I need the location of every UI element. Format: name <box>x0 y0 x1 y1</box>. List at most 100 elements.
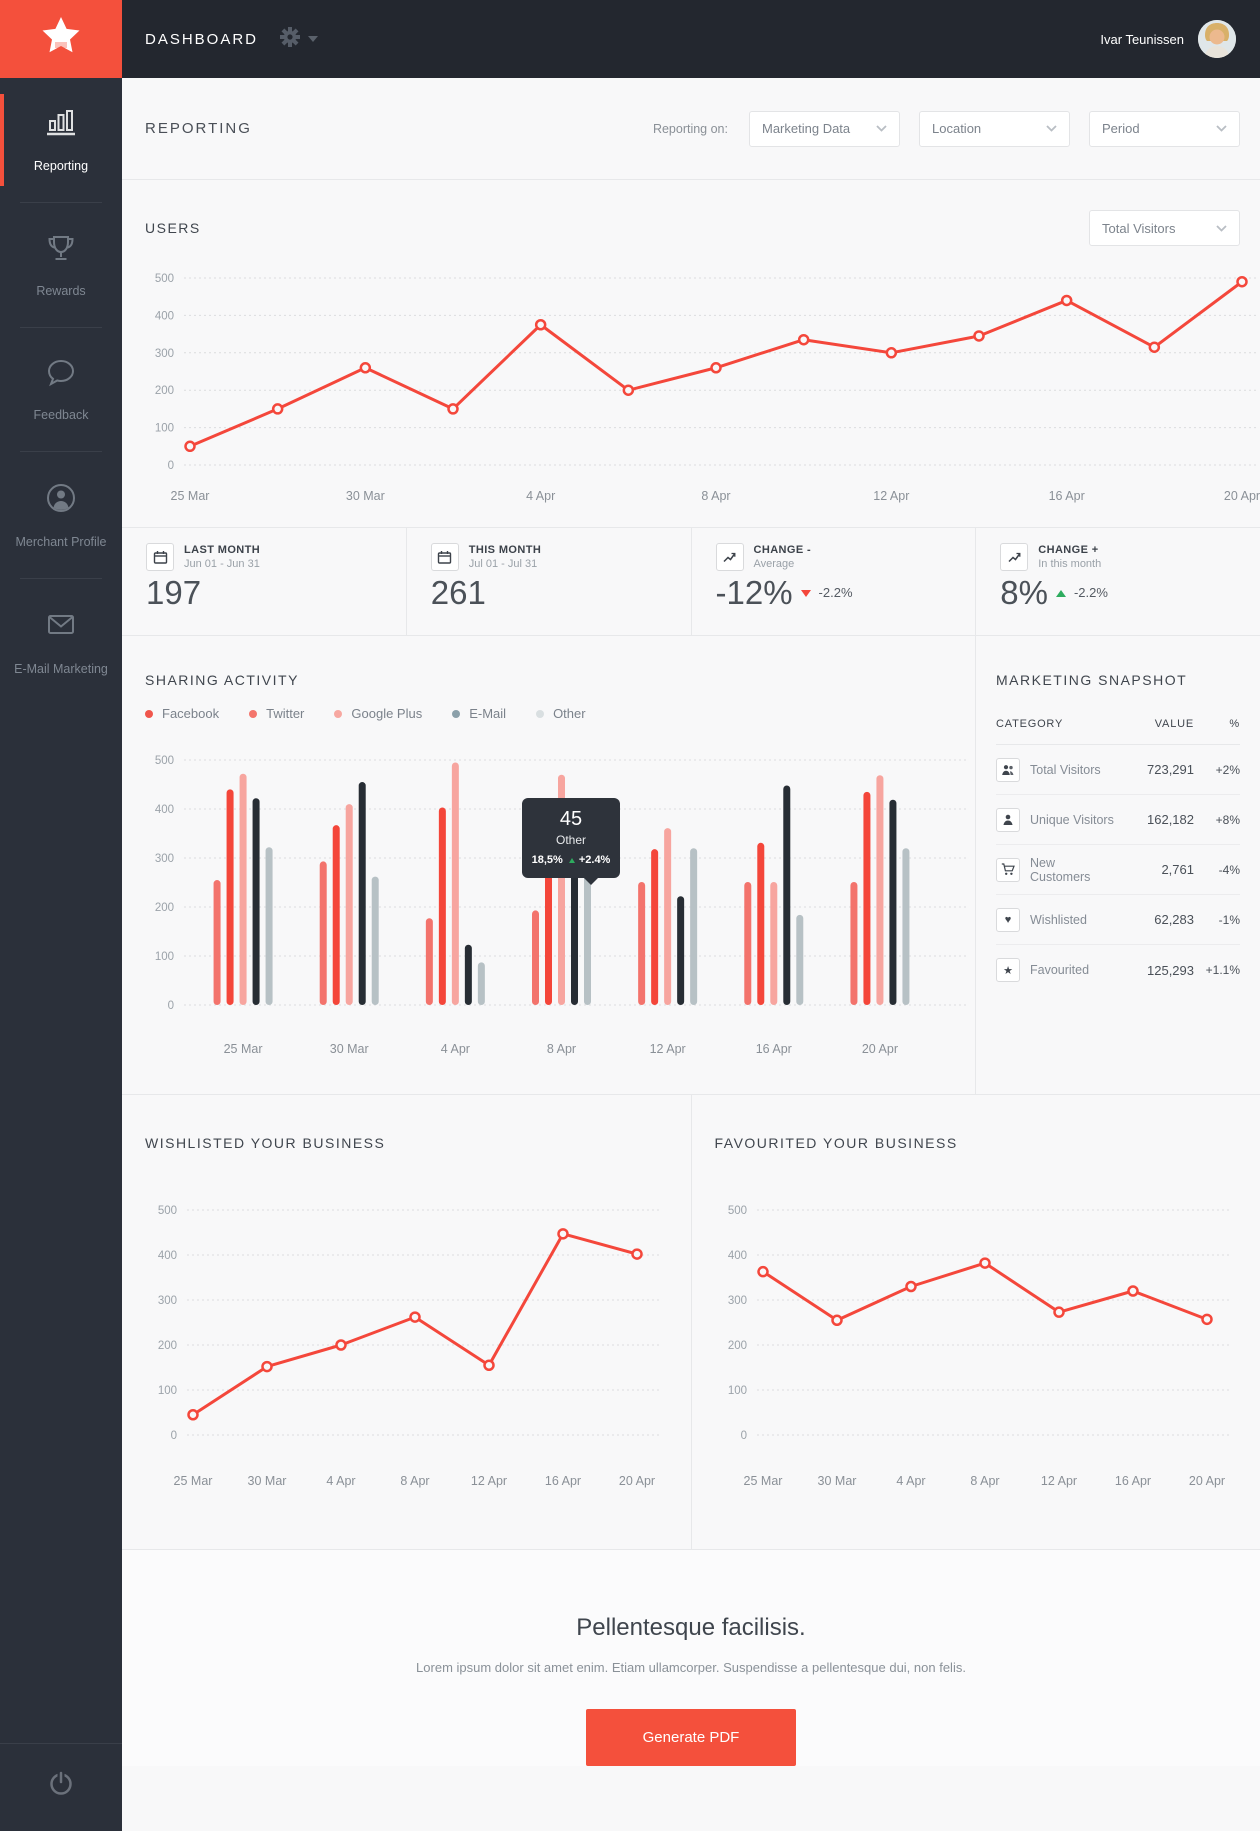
legend-dot <box>145 709 153 718</box>
person-circle-icon <box>42 479 80 522</box>
settings-menu[interactable] <box>280 26 319 52</box>
reporting-on-label: Reporting on: <box>652 121 728 136</box>
row-value: 2,761 <box>1161 862 1194 877</box>
favourited-title: FAVOURITED YOUR BUSINESS <box>714 1135 958 1151</box>
svg-text:12 Apr: 12 Apr <box>650 1042 686 1056</box>
app-logo[interactable] <box>0 0 122 78</box>
svg-text:400: 400 <box>155 310 174 322</box>
svg-text:300: 300 <box>158 1295 177 1307</box>
snapshot-row-total-visitors[interactable]: Total Visitors 723,291 +2% <box>996 745 1240 795</box>
location-select[interactable]: Location <box>919 110 1070 147</box>
page-title: REPORTING <box>145 120 252 137</box>
chevron-down-icon <box>1216 125 1227 132</box>
logout-button[interactable] <box>0 1743 122 1831</box>
sharing-title: SHARING ACTIVITY <box>145 672 299 688</box>
divider <box>20 578 102 579</box>
stat-title: CHANGE + <box>1038 544 1099 556</box>
svg-text:200: 200 <box>727 1340 746 1352</box>
svg-text:300: 300 <box>727 1295 746 1307</box>
legend-facebook[interactable]: Facebook <box>145 706 219 721</box>
bar-chart-icon <box>43 105 79 146</box>
snapshot-row-favourited[interactable]: ★ Favourited 125,293 +1.1% <box>996 945 1240 995</box>
snapshot-row-wishlisted[interactable]: ♥ Wishlisted 62,283 -1% <box>996 895 1240 945</box>
caret-down-icon <box>308 36 319 42</box>
users-line-chart: 0 100 200 300 400 500 25 Mar 30 Mar 4 Apr 8 Apr 12… <box>155 273 1260 503</box>
users-title: USERS <box>145 220 201 236</box>
sidebar-item-label: Reporting <box>33 158 89 173</box>
calendar-icon <box>146 543 174 571</box>
generate-pdf-button[interactable]: Generate PDF <box>586 1709 796 1766</box>
legend-other[interactable]: Other <box>536 706 586 721</box>
favourited-line-chart: 0 100 200 300 400 500 25 Mar 30 Mar 4 Apr 8 Apr 12… <box>727 1205 1231 1488</box>
stat-value: 8% <box>1000 574 1048 611</box>
sidebar-item-rewards[interactable]: Rewards <box>0 203 122 327</box>
report-filters: Reporting on: Marketing Data Location Pe… <box>652 110 1240 147</box>
svg-text:100: 100 <box>155 951 174 963</box>
svg-text:100: 100 <box>155 423 174 435</box>
stat-title: LAST MONTH <box>184 544 261 556</box>
svg-text:30 Mar: 30 Mar <box>817 1474 856 1488</box>
snapshot-header: CATEGORY VALUE % <box>996 718 1240 745</box>
legend-email[interactable]: E-Mail <box>452 706 506 721</box>
sharing-activity-section: SHARING ACTIVITY Facebook Twitter Google… <box>122 636 975 1094</box>
user-menu[interactable]: Ivar Teunissen <box>1100 20 1236 58</box>
svg-text:16 Apr: 16 Apr <box>1049 489 1085 503</box>
period-select[interactable]: Period <box>1089 110 1240 147</box>
row-pct: -4% <box>1218 862 1240 877</box>
stat-subtitle: Average <box>753 558 795 570</box>
chevron-down-icon <box>1046 125 1057 132</box>
wishlisted-title: WISHLISTED YOUR BUSINESS <box>145 1135 386 1151</box>
stat-value: 197 <box>146 574 202 611</box>
stat-value: -12% <box>715 574 793 611</box>
gear-icon <box>280 26 301 52</box>
stat-delta: -2.2% <box>1073 585 1108 600</box>
snapshot-row-new-customers[interactable]: New Customers 2,761 -4% <box>996 845 1240 895</box>
svg-text:300: 300 <box>155 853 174 865</box>
legend-dot <box>536 709 545 718</box>
stat-change-minus: CHANGE - Average -12% -2.2% <box>692 528 977 635</box>
calendar-icon <box>430 543 459 571</box>
sidebar-item-reporting[interactable]: Reporting <box>0 78 122 202</box>
sidebar-item-email-marketing[interactable]: E-Mail Marketing <box>0 579 122 705</box>
svg-text:500: 500 <box>158 1205 177 1217</box>
svg-text:16 Apr: 16 Apr <box>1114 1474 1150 1488</box>
sidebar-item-feedback[interactable]: Feedback <box>0 328 122 452</box>
row-pct: -1% <box>1218 912 1240 927</box>
row-pct: +8% <box>1215 812 1240 827</box>
total-visitors-select[interactable]: Total Visitors <box>1089 210 1240 246</box>
svg-text:25 Mar: 25 Mar <box>171 489 210 503</box>
svg-text:8 Apr: 8 Apr <box>970 1474 999 1488</box>
stats-row: LAST MONTH Jun 01 - Jun 31 197 THIS MONT… <box>122 528 1260 636</box>
svg-text:200: 200 <box>158 1340 177 1352</box>
legend-google-plus[interactable]: Google Plus <box>334 706 422 721</box>
marketing-snapshot-panel: MARKETING SNAPSHOT CATEGORY VALUE % Tota… <box>975 636 1260 1094</box>
stat-delta: -2.2% <box>818 585 853 600</box>
sidebar: Reporting Rewards Feedback <box>0 0 122 1831</box>
snapshot-row-unique-visitors[interactable]: Unique Visitors 162,182 +8% <box>996 795 1240 845</box>
triangle-up-icon <box>568 857 575 863</box>
power-icon <box>44 1766 78 1805</box>
row-value: 723,291 <box>1147 762 1194 777</box>
svg-text:400: 400 <box>727 1250 746 1262</box>
svg-text:16 Apr: 16 Apr <box>545 1474 581 1488</box>
legend-twitter[interactable]: Twitter <box>249 706 304 721</box>
marketing-data-select[interactable]: Marketing Data <box>749 110 900 147</box>
stat-subtitle: Jun 01 - Jun 31 <box>184 558 260 570</box>
stat-change-plus: CHANGE + In this month 8% -2.2% <box>976 528 1260 635</box>
users-section: USERS Total Visitors 0 100 200 300 400 500 25 … <box>122 180 1260 528</box>
stat-value: 261 <box>430 574 486 611</box>
svg-text:200: 200 <box>155 385 174 397</box>
stat-last-month: LAST MONTH Jun 01 - Jun 31 197 <box>122 528 407 635</box>
speech-bubble-icon <box>43 355 79 396</box>
legend-dot <box>249 709 258 718</box>
legend-dot <box>334 709 343 718</box>
svg-text:30 Mar: 30 Mar <box>330 1042 369 1056</box>
user-name: Ivar Teunissen <box>1100 31 1184 47</box>
cart-icon <box>996 857 1020 882</box>
svg-text:400: 400 <box>158 1250 177 1262</box>
sharing-bar-chart[interactable]: 0 100 200 300 400 500 25 Mar 30 Mar 4 Apr 8 Apr 12… <box>145 735 973 1067</box>
stat-subtitle: In this month <box>1038 558 1102 570</box>
topbar: DASHBOARD Ivar Teunissen <box>122 0 1260 78</box>
tooltip-label: Other <box>555 833 586 847</box>
sidebar-item-merchant-profile[interactable]: Merchant Profile <box>0 452 122 578</box>
